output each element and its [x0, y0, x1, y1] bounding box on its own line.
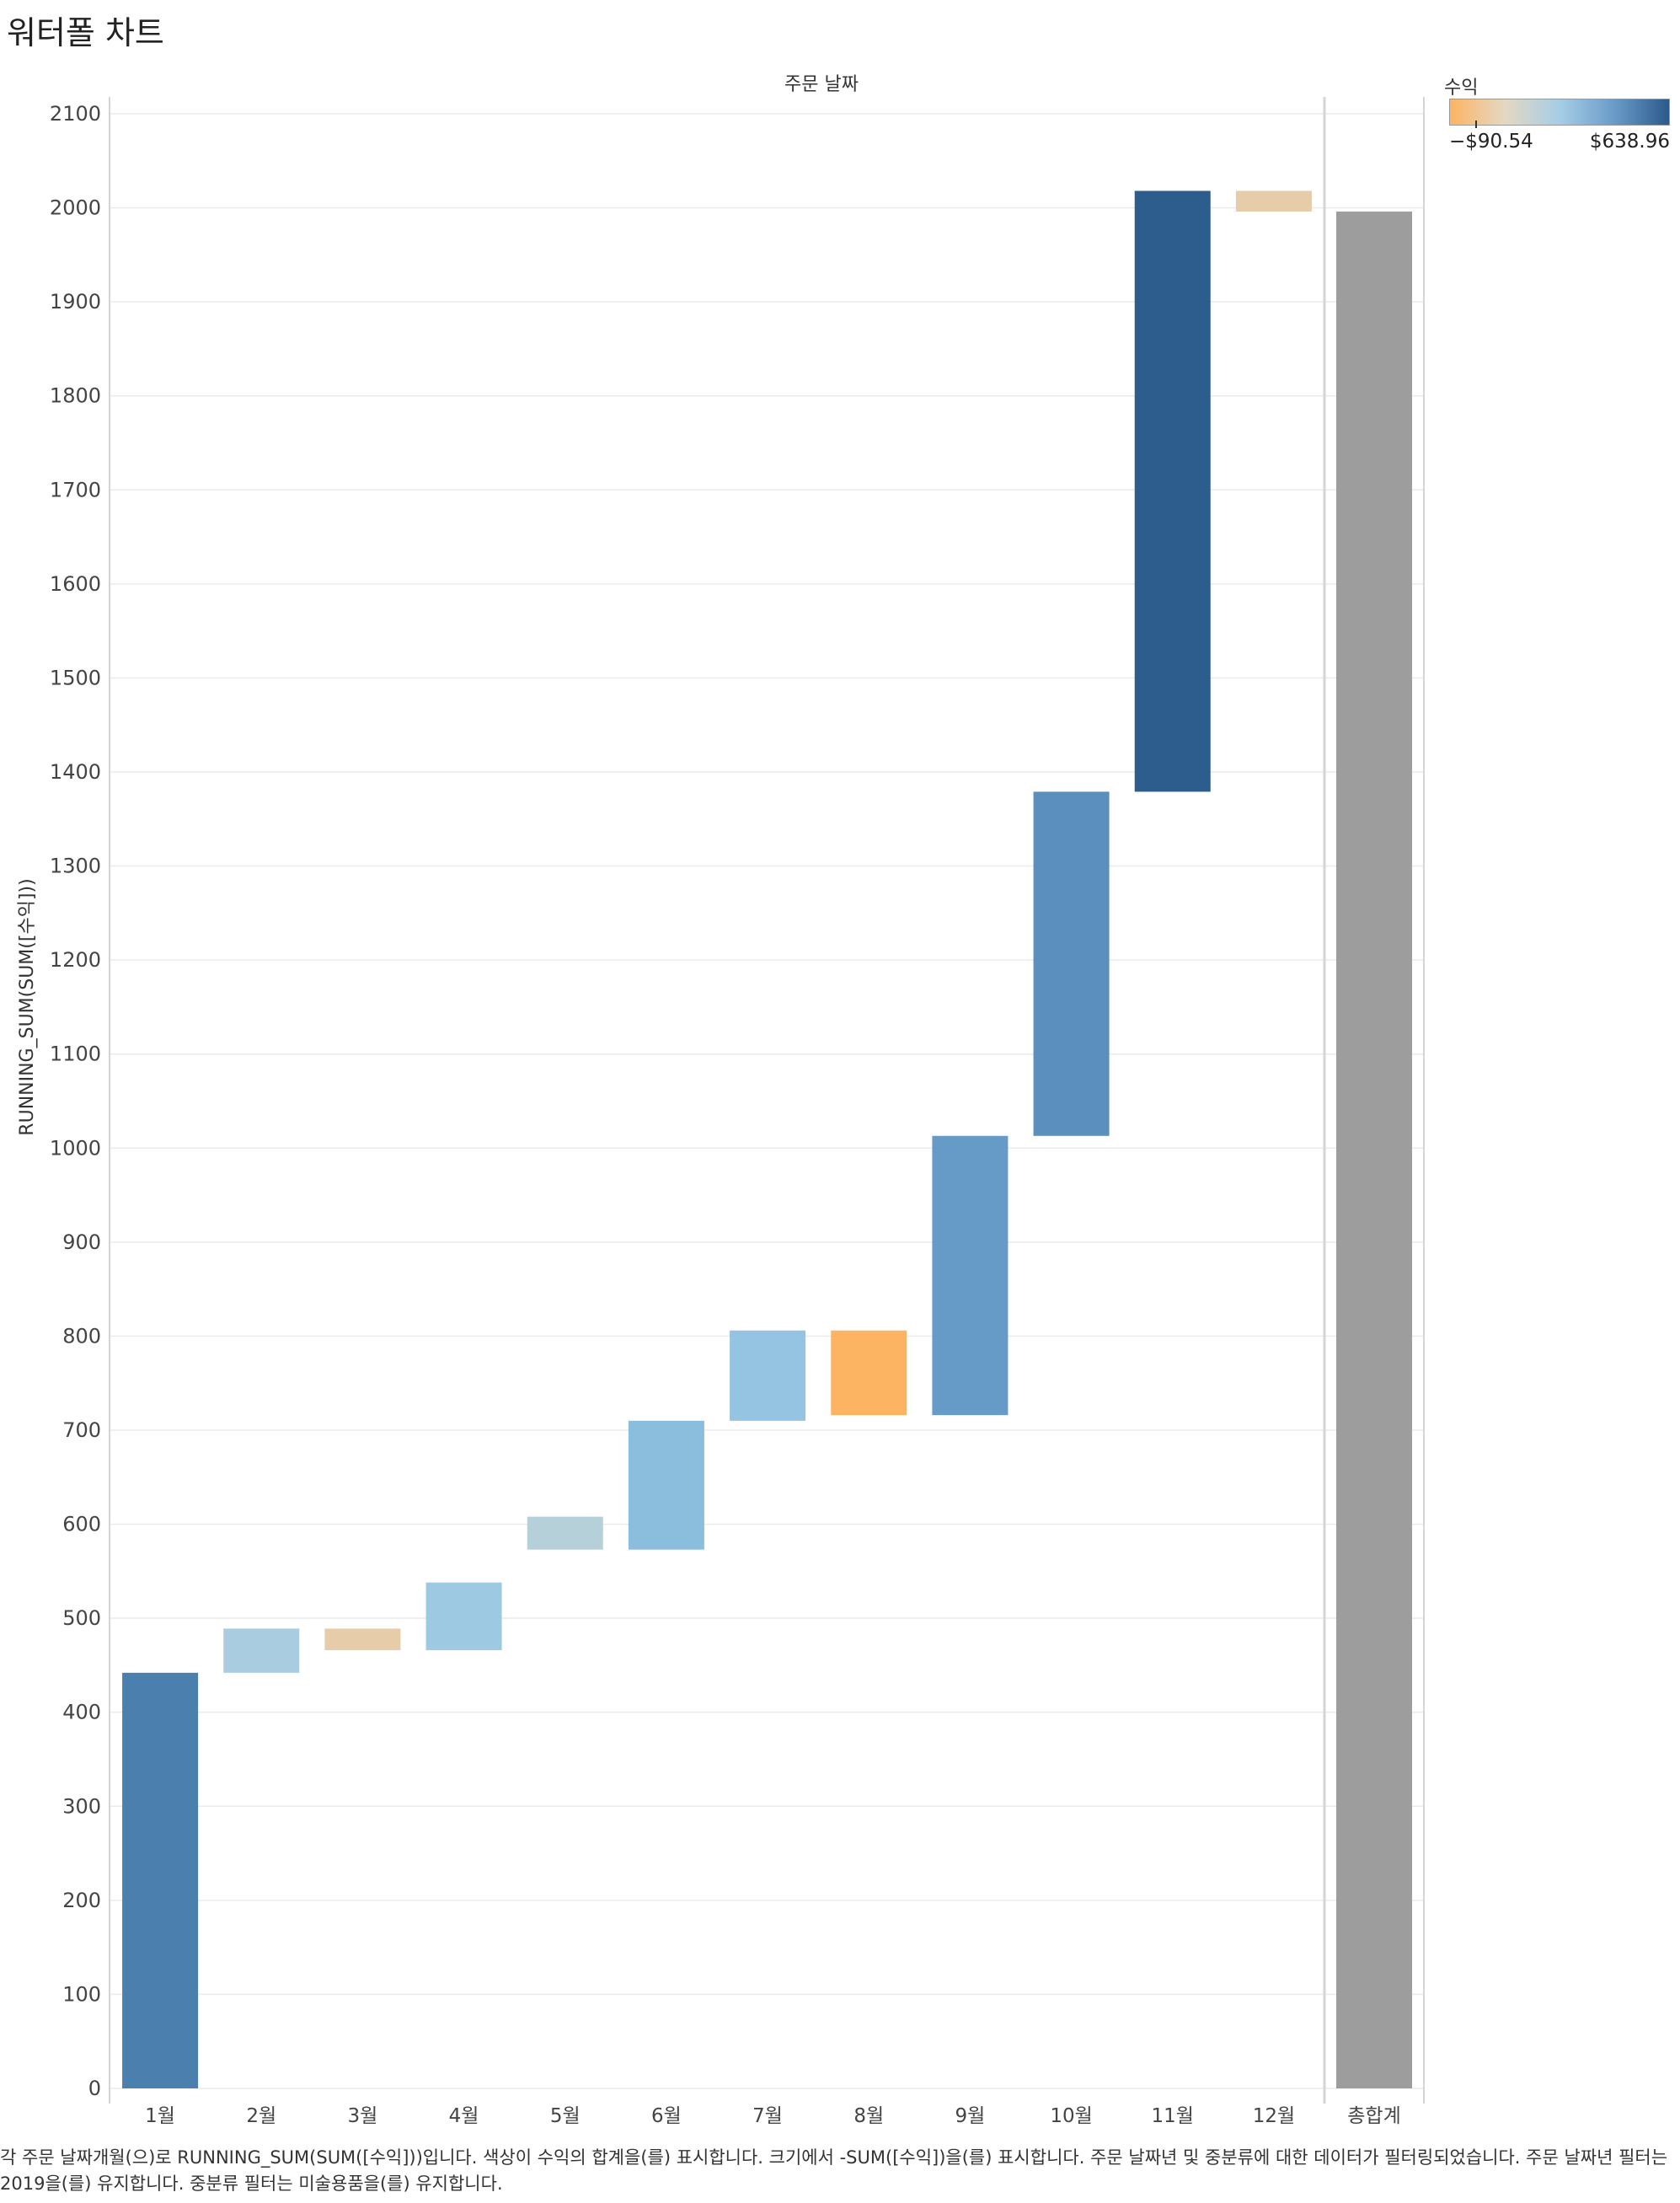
y-tick-label: 2000 — [50, 196, 101, 220]
color-legend-gradient — [1449, 99, 1670, 126]
x-tick-label: 11월 — [1152, 2105, 1194, 2127]
x-tick-label: 2월 — [246, 2105, 276, 2127]
legend-max-label: $638.96 — [1589, 131, 1670, 153]
waterfall-bar — [628, 1420, 704, 1550]
y-tick-label: 1600 — [50, 572, 101, 596]
y-tick-label: 100 — [62, 1982, 101, 2006]
y-tick-label: 0 — [88, 2077, 101, 2100]
waterfall-bar — [932, 1135, 1009, 1416]
legend-zero-tick — [1475, 121, 1477, 128]
y-tick-label: 300 — [62, 1794, 101, 1818]
waterfall-bar — [425, 1582, 502, 1651]
y-tick-label: 900 — [62, 1230, 101, 1254]
x-tick-label: 4월 — [449, 2105, 479, 2127]
y-tick-label: 600 — [62, 1513, 101, 1536]
page-title: 워터폴 차트 — [7, 14, 164, 51]
waterfall-bar — [1033, 791, 1110, 1136]
waterfall-bar — [1134, 190, 1211, 792]
x-tick-label: 3월 — [348, 2105, 378, 2127]
x-tick-label: 5월 — [550, 2105, 581, 2127]
waterfall-bar — [527, 1516, 603, 1550]
y-tick-label: 1400 — [50, 760, 101, 784]
chart-caption: 각 주문 날짜개월(으)로 RUNNING_SUM(SUM([수익]))입니다.… — [0, 2147, 1668, 2194]
y-tick-label: 1700 — [50, 478, 101, 501]
x-tick-label: 12월 — [1253, 2105, 1295, 2127]
total-bar — [1336, 212, 1412, 2089]
waterfall-chart: 0 100 200 300 400 500 600 700 800 900 1000 1100 1200… — [50, 97, 1425, 2127]
legend-title: 수익 — [1444, 78, 1479, 99]
y-tick-label: 1200 — [50, 948, 101, 972]
x-tick-label: 7월 — [752, 2105, 783, 2127]
waterfall-bar — [1235, 190, 1312, 212]
x-tick-label: 1월 — [145, 2105, 175, 2127]
waterfall-bar — [831, 1330, 907, 1416]
waterfall-bar — [324, 1628, 401, 1651]
y-tick-label: 700 — [62, 1418, 101, 1442]
legend-min-label: −$90.54 — [1449, 131, 1533, 153]
x-tick-label: 10월 — [1050, 2105, 1092, 2127]
waterfall-bar — [223, 1628, 300, 1673]
waterfall-bar — [730, 1330, 806, 1421]
y-tick-label: 1800 — [50, 384, 101, 408]
y-tick-label: 200 — [62, 1889, 101, 1912]
total-tick-label: 총합계 — [1347, 2105, 1400, 2127]
y-tick-label: 1000 — [50, 1136, 101, 1160]
y-tick-label: 1500 — [50, 666, 101, 689]
y-tick-label: 2100 — [50, 102, 101, 126]
x-tick-label: 9월 — [955, 2105, 986, 2127]
y-tick-label: 800 — [62, 1324, 101, 1348]
y-tick-label: 1900 — [50, 290, 101, 314]
y-tick-label: 500 — [62, 1606, 101, 1630]
waterfall-bar — [122, 1672, 199, 2088]
x-tick-label: 6월 — [651, 2105, 682, 2127]
y-tick-label: 1300 — [50, 855, 101, 878]
column-header: 주문 날짜 — [784, 74, 859, 95]
x-tick-label: 8월 — [853, 2105, 884, 2127]
y-tick-label: 400 — [62, 1701, 101, 1724]
y-tick-label: 1100 — [50, 1043, 101, 1066]
